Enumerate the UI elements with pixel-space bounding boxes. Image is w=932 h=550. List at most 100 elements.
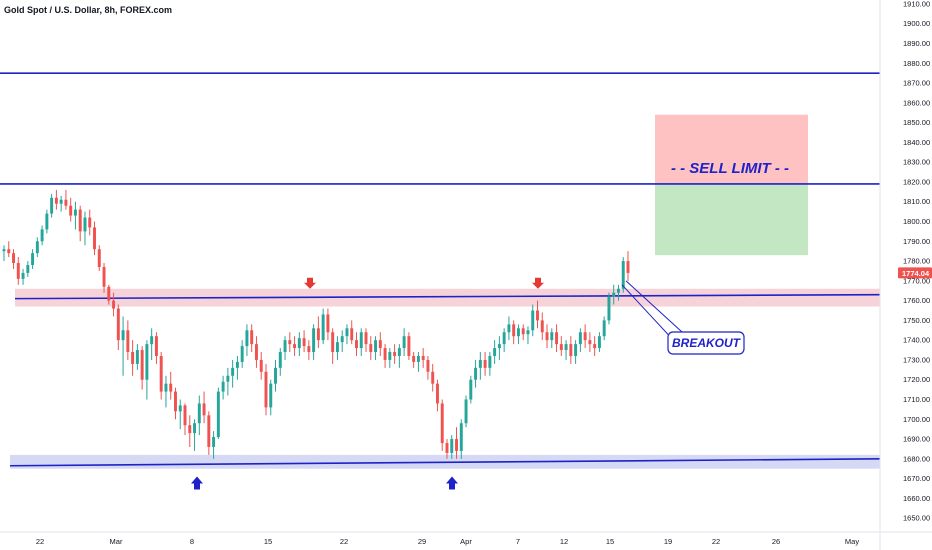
candle — [150, 328, 154, 360]
candle — [12, 249, 16, 269]
candle — [421, 348, 425, 368]
candle-body — [416, 355, 420, 362]
candle-body — [164, 383, 168, 392]
candle — [455, 427, 458, 459]
y-tick-label: 1890.00 — [903, 39, 930, 48]
candle-body — [245, 330, 249, 347]
candle-body — [64, 199, 68, 206]
y-tick-label: 1670.00 — [903, 474, 930, 483]
candle-body — [378, 340, 382, 349]
candle — [154, 332, 158, 364]
y-tick-label: 1660.00 — [903, 494, 930, 503]
candle-body — [69, 205, 73, 216]
candle-body — [212, 437, 216, 447]
x-axis: 22 Mar 8 15 22 29 Apr 7 12 15 19 22 26 May — [36, 537, 860, 546]
y-tick-label: 1710.00 — [903, 395, 930, 404]
candle-body — [135, 350, 139, 364]
candle — [612, 284, 616, 305]
candle — [516, 324, 520, 345]
candle — [364, 328, 368, 353]
candle — [374, 336, 378, 360]
current-price-label: 1774.04 — [902, 269, 930, 278]
candle-body — [355, 340, 358, 349]
candle — [26, 261, 30, 277]
candle — [212, 431, 216, 459]
candle-body — [483, 359, 487, 368]
candle-body — [78, 209, 82, 232]
candle — [564, 340, 568, 360]
candle-body — [469, 379, 473, 400]
candle — [193, 419, 197, 451]
candle — [459, 419, 463, 459]
candle — [16, 257, 20, 285]
candle-body — [174, 391, 177, 412]
y-tick-label: 1910.00 — [903, 0, 930, 8]
y-tick-label: 1850.00 — [903, 118, 930, 127]
x-tick-label: 22 — [36, 537, 44, 546]
candle — [412, 352, 416, 368]
candle — [131, 340, 135, 376]
breakout-box — [667, 331, 745, 355]
candle-body — [50, 197, 54, 214]
candle — [97, 245, 101, 271]
y-tick-label: 1830.00 — [903, 158, 930, 167]
candle — [164, 375, 168, 408]
candle-body — [202, 403, 206, 416]
candle — [331, 328, 335, 364]
candle — [593, 336, 597, 356]
candle — [321, 308, 325, 345]
resistance-zone — [15, 288, 880, 307]
candle — [326, 308, 330, 341]
candle — [521, 324, 525, 341]
buy-arrow-icon — [191, 476, 203, 490]
candle — [174, 387, 177, 420]
buy-arrow-icon — [446, 476, 458, 490]
candle — [555, 324, 559, 353]
candle-body — [240, 346, 244, 362]
candle-body — [259, 359, 263, 372]
sell-arrow-icon — [532, 277, 544, 289]
candle — [393, 344, 397, 364]
candle — [21, 268, 25, 285]
candle — [35, 237, 39, 258]
candle — [416, 352, 420, 372]
candle-body — [7, 249, 11, 254]
candle — [102, 263, 106, 293]
candle-body — [307, 346, 311, 353]
candle — [169, 371, 173, 400]
candle — [583, 324, 587, 349]
lines-layer — [0, 72, 881, 467]
candle-body — [445, 443, 449, 453]
candle — [183, 403, 187, 436]
candle — [216, 387, 220, 440]
chart-title: Gold Spot / U.S. Dollar, 8h, FOREX.com — [4, 5, 173, 15]
candle — [121, 316, 125, 376]
candle-body — [193, 423, 197, 434]
candle — [397, 344, 401, 368]
candle-body — [221, 381, 225, 392]
candle-body — [45, 213, 49, 230]
candle-body — [345, 328, 349, 337]
candle — [607, 292, 611, 325]
y-tick-label: 1770.00 — [903, 276, 930, 285]
candle-body — [435, 383, 439, 404]
candle-body — [464, 399, 468, 424]
y-tick-label: 1690.00 — [903, 435, 930, 444]
candle-body — [455, 439, 458, 451]
candle — [59, 195, 63, 212]
candle-body — [478, 359, 482, 368]
candle — [135, 344, 139, 370]
markers-layer — [191, 277, 544, 490]
candle-body — [607, 296, 611, 321]
y-tick-label: 1840.00 — [903, 138, 930, 147]
candle-body — [131, 352, 135, 364]
y-tick-label: 1700.00 — [903, 415, 930, 424]
candle-body — [97, 249, 101, 267]
candle-body — [107, 286, 111, 301]
candle-body — [226, 375, 230, 382]
trend-line-3 — [14, 293, 881, 300]
candle — [31, 249, 35, 269]
candle-body — [421, 355, 425, 360]
